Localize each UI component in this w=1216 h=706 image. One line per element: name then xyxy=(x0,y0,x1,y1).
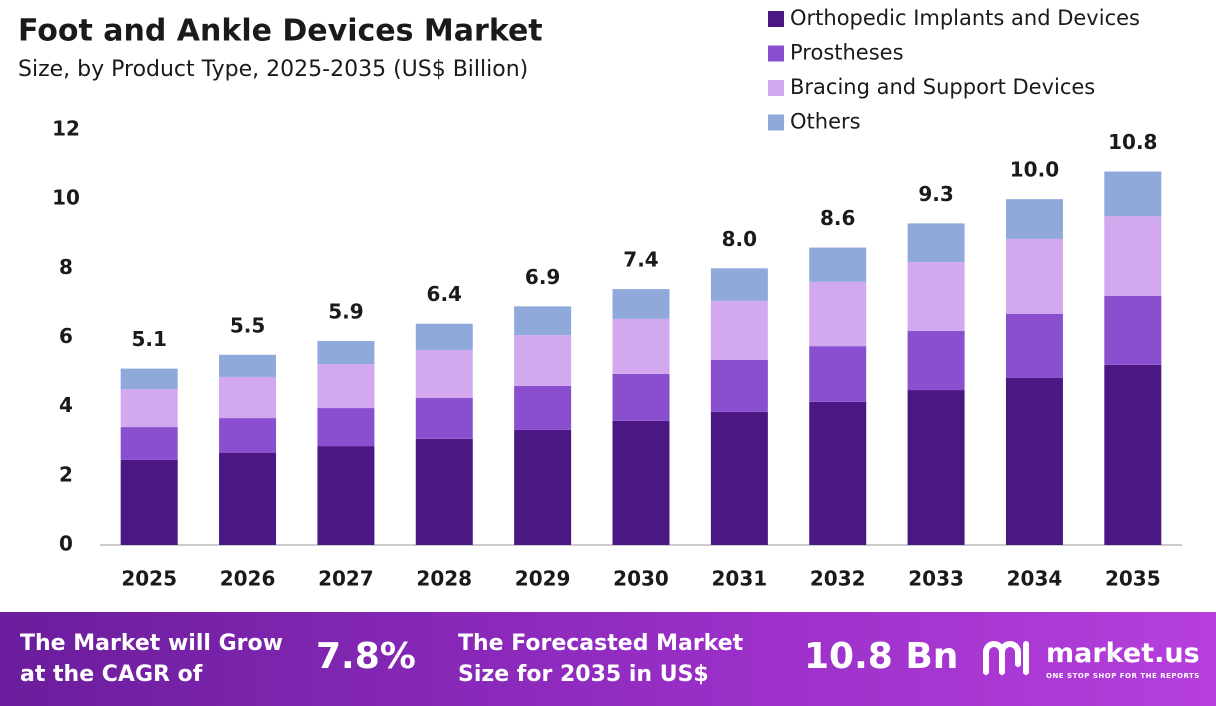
total-label: 8.6 xyxy=(820,206,855,230)
x-tick-label: 2027 xyxy=(318,567,374,591)
bar-segment xyxy=(809,247,867,282)
legend-swatch xyxy=(768,114,784,131)
total-label: 10.0 xyxy=(1010,158,1059,182)
x-tick-label: 2026 xyxy=(220,567,276,591)
bar-segment xyxy=(415,398,473,439)
bar-segment xyxy=(219,418,277,454)
bar-segment xyxy=(1005,238,1063,314)
total-label: 9.3 xyxy=(918,182,953,206)
brand-logo xyxy=(983,641,1029,675)
bar-segment xyxy=(219,453,277,545)
bar-segment xyxy=(809,281,867,347)
bar-segment xyxy=(907,262,965,331)
y-tick-label: 4 xyxy=(59,393,73,417)
brand-name: market.us xyxy=(1046,638,1200,669)
x-tick-label: 2029 xyxy=(515,567,571,591)
bar-segment xyxy=(1005,377,1063,545)
bar-segment xyxy=(219,376,277,419)
bar-segment xyxy=(514,385,572,430)
bar-segment xyxy=(120,389,178,428)
bar-segment xyxy=(612,420,670,545)
footer-banner: The Market will Grow at the CAGR of 7.8% … xyxy=(0,612,1216,706)
bar-segment xyxy=(809,346,867,402)
bar-segment xyxy=(317,408,375,447)
bar-segment xyxy=(317,446,375,545)
y-tick-label: 8 xyxy=(59,255,73,279)
bar-segment xyxy=(1005,199,1063,239)
bar-segment xyxy=(612,318,670,374)
bar-segment xyxy=(514,429,572,545)
bar-segment xyxy=(612,373,670,421)
legend-label: Bracing and Support Devices xyxy=(790,75,1095,99)
total-label: 5.5 xyxy=(230,313,265,337)
cagr-value: 7.8% xyxy=(316,636,416,677)
legend-label: Prostheses xyxy=(790,41,904,65)
x-tick-label: 2032 xyxy=(810,567,866,591)
bar-segment xyxy=(710,268,768,301)
y-tick-label: 10 xyxy=(52,186,80,210)
chart-subtitle: Size, by Product Type, 2025-2035 (US$ Bi… xyxy=(18,57,528,82)
bar-segment xyxy=(415,438,473,545)
total-label: 10.8 xyxy=(1108,130,1157,154)
legend-swatch xyxy=(768,45,784,62)
text-line: Size for 2035 in US$ xyxy=(458,662,709,687)
forecast-text: The Forecasted Market Size for 2035 in US… xyxy=(458,628,743,690)
text-line: The Market will Grow xyxy=(20,631,283,656)
y-tick-label: 12 xyxy=(52,117,80,141)
bar-segment xyxy=(415,323,473,350)
x-tick-label: 2034 xyxy=(1007,567,1063,591)
text-line: at the CAGR of xyxy=(20,662,203,687)
bar-segment xyxy=(809,401,867,545)
legend-label: Others xyxy=(790,110,861,134)
x-tick-label: 2031 xyxy=(712,567,768,591)
total-label: 5.1 xyxy=(131,327,166,351)
bar-segment xyxy=(1104,216,1162,296)
bar-segment xyxy=(612,289,670,319)
bar-segment xyxy=(907,223,965,263)
bar-segment xyxy=(1104,171,1162,217)
bar-segment xyxy=(514,335,572,386)
cagr-text: The Market will Grow at the CAGR of xyxy=(20,628,283,690)
bar-segment xyxy=(514,306,572,336)
bar-segment xyxy=(1104,364,1162,545)
brand-tagline: ONE STOP SHOP FOR THE REPORTS xyxy=(1046,672,1200,680)
bar-segment xyxy=(710,359,768,412)
y-tick-label: 0 xyxy=(59,532,73,556)
legend-swatch xyxy=(768,11,784,27)
total-label: 8.0 xyxy=(722,227,757,251)
bar-segment xyxy=(1005,313,1063,378)
text-line: The Forecasted Market xyxy=(458,631,744,656)
chart: Foot and Ankle Devices Market Size, by P… xyxy=(18,6,1182,591)
x-tick-label: 2035 xyxy=(1105,567,1161,591)
x-tick-label: 2033 xyxy=(908,567,964,591)
chart-title: Foot and Ankle Devices Market xyxy=(18,14,543,49)
total-label: 6.4 xyxy=(427,282,462,306)
bar-segment xyxy=(907,330,965,391)
x-tick-label: 2025 xyxy=(121,567,177,591)
bar-segment xyxy=(415,349,473,399)
legend-swatch xyxy=(768,80,784,96)
bar-segment xyxy=(219,354,277,377)
total-label: 6.9 xyxy=(525,265,560,289)
x-tick-label: 2030 xyxy=(613,567,669,591)
legend-label: Orthopedic Implants and Devices xyxy=(790,6,1140,30)
total-label: 5.9 xyxy=(328,299,363,323)
bar-segment xyxy=(120,427,178,460)
x-tick-label: 2028 xyxy=(416,567,472,591)
bar-segment xyxy=(317,364,375,409)
forecast-value: 10.8 Bn xyxy=(804,636,959,677)
bar-segment xyxy=(1104,296,1162,365)
bar-segment xyxy=(120,368,178,390)
bar-segment xyxy=(710,300,768,360)
bar-segment xyxy=(120,459,178,545)
bar-segment xyxy=(317,340,375,365)
y-tick-label: 6 xyxy=(59,324,73,348)
y-tick-label: 2 xyxy=(59,462,73,486)
bar-segment xyxy=(907,390,965,545)
total-label: 7.4 xyxy=(623,248,658,272)
bar-segment xyxy=(710,411,768,545)
